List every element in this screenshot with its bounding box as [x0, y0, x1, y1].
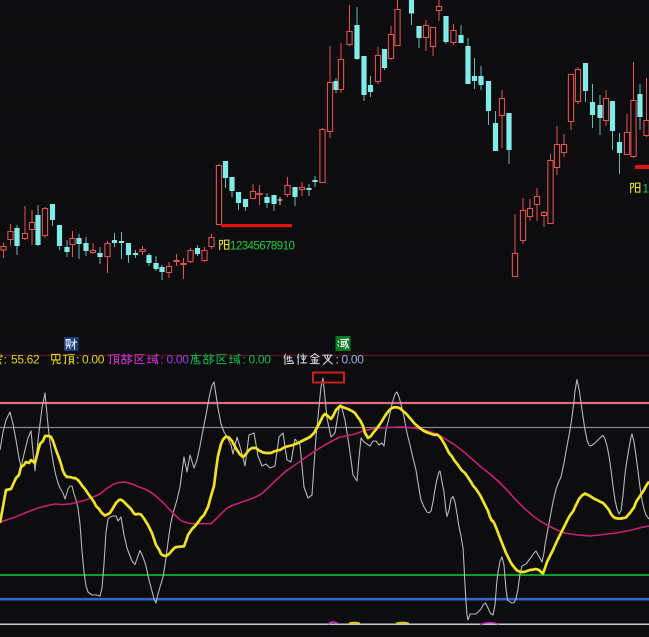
- svg-text:0.00: 0.00: [249, 353, 272, 367]
- svg-text:12345678910: 12345678910: [230, 241, 294, 253]
- svg-text:0.00: 0.00: [167, 353, 190, 367]
- svg-text::: :: [161, 353, 164, 367]
- svg-text::: :: [243, 353, 246, 367]
- svg-text:12345678910: 12345678910: [643, 184, 649, 196]
- svg-text:55.62: 55.62: [11, 353, 40, 367]
- svg-text:0.00: 0.00: [342, 353, 365, 367]
- svg-text::: :: [336, 353, 339, 367]
- svg-text::: :: [4, 353, 7, 367]
- svg-text:0.00: 0.00: [82, 353, 105, 367]
- svg-text::: :: [76, 353, 79, 367]
